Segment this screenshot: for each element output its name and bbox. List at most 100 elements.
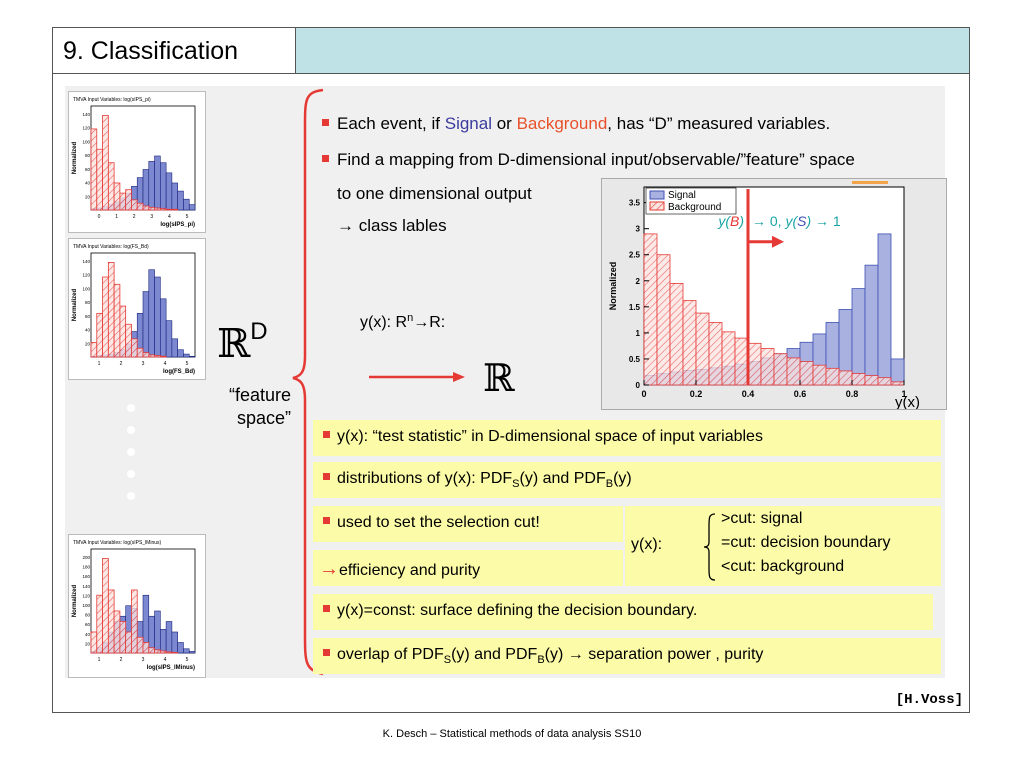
background-bar [669,282,684,386]
thumb-background-bar [90,128,98,211]
mapping-formula: y(x): Rn→R: [360,312,446,331]
thumb-background-bar [154,649,161,654]
thumb-signal-bar [188,204,196,211]
thumb-signal-bar [160,162,167,211]
thumb-background-bar [148,354,155,358]
cut-background: <cut: background [721,558,845,575]
box-cut-rules: y(x): >cut: signal =cut: decision bounda… [625,506,941,586]
thumb-x-tick-label: 4 [164,657,167,663]
thumb-background-bar [159,355,167,358]
thumb-background-bar [148,647,155,654]
thumb-background-bar [165,208,173,211]
thumb-histogram-3: TMVA Input Variables: log(sIPS_lMinus) lo… [68,534,206,678]
thumb-signal-bar [183,353,190,358]
title-bar-fill [296,28,969,74]
thumb-signal-bar [177,190,184,211]
thumb-signal-bar [183,198,190,211]
background-bar [773,353,788,386]
footer-credit: K. Desch – Statistical methods of data a… [382,728,642,740]
thumb-y-tick-label: 40 [85,328,91,333]
background-bar [747,342,762,386]
thumb-signal-bar [154,155,161,211]
thumb-y-tick-label: 140 [82,584,90,589]
thumb-x-tick-label: 2 [120,657,123,663]
corner-decoration [852,181,888,184]
y-tick-label: 2 [636,277,641,286]
ellipsis-dot [127,448,135,456]
thumb-background-bar [136,347,144,358]
y-tick-label: 0.5 [629,355,641,364]
thumb-x-tick-label: 5 [186,361,189,367]
signal-word: Signal [444,114,492,133]
thumb-background-bar [107,589,115,654]
thumb-background-bar [90,631,98,654]
thumb-signal-bar [165,621,173,654]
thumb-x-tick-label: 5 [186,657,189,663]
thumb-x-tick-label: 3 [150,214,153,220]
thumb-x-label: log(FS_Bd) [163,369,195,375]
annotation-yS: → 0, y(S) → 1 [752,213,841,229]
thumb-y-tick-label: 20 [85,641,91,646]
thumb-signal-bar [154,276,161,358]
rd-symbol: ℝD [217,318,268,367]
thumb-y-tick-label: 100 [82,286,90,291]
box-test-statistic: y(x): “test statistic” in D-dimensional … [313,420,941,456]
thumb-x-tick-label: 5 [186,214,189,220]
ellipsis-dot [127,404,135,412]
thumb-background-bar [131,338,138,358]
thumb-y-tick-label: 80 [85,613,91,618]
thumb-background-bar [125,631,132,654]
thumb-signal-bar [188,355,196,358]
thumb-background-bar [148,206,155,211]
thumb-x-tick-label: 3 [142,657,145,663]
thumb-x-tick-label: 0 [98,214,101,220]
thumb-signal-bar [148,269,155,358]
box-selection-cut: used to set the selection cut! [313,506,623,542]
thumb-y-tick-label: 100 [82,139,90,144]
thumb-background-bar [154,207,161,211]
thumb-x-tick-label: 4 [164,361,167,367]
thumb-background-bar [171,652,179,654]
y-tick-label: 3 [636,225,641,234]
thumb-y-tick-label: 100 [82,603,90,608]
thumb-title: TMVA Input Variables: log(FS_Bd) [73,244,149,250]
cut-boundary: =cut: decision boundary [721,534,891,551]
background-bar [682,300,697,386]
thumb-y-tick-label: 140 [82,259,90,264]
thumb-y-tick-label: 80 [85,153,91,158]
y-tick-label: 1.5 [629,303,641,312]
y-tick-label: 0 [636,381,641,390]
background-bar [838,370,853,386]
thumb-background-bar [113,182,121,211]
x-axis-label: y(x) [895,394,920,409]
annotation-yB: y(B) [717,213,744,229]
thumb-x-tick-label: 2 [133,214,136,220]
mapping-line-3: → class lables [337,216,447,235]
thumb-background-bar [96,312,103,358]
thumb-signal-bar [183,648,190,654]
thumb-y-tick-label: 60 [85,622,91,627]
ellipsis-dot [127,426,135,434]
thumb-title: TMVA Input Variables: log(sIPS_lMinus) [73,540,162,546]
mapping-line-2: to one dimensional output [337,184,532,203]
thumb-background-bar [171,208,179,211]
signal-bar [851,288,866,386]
x-tick-label: 0.4 [742,389,755,399]
box-distributions: distributions of y(x): PDFS(y) and PDFB(… [313,462,941,498]
x-tick-label: 0 [641,389,646,399]
thumb-y-label: Normalized [72,584,78,617]
thumb-background-bar [107,262,115,358]
thumb-background-bar [102,115,109,211]
thumb-background-bar [159,650,167,654]
background-bar [851,373,866,386]
y-tick-label: 1 [636,329,641,338]
signal-bar [890,358,905,386]
box-overlap: overlap of PDFS(y) and PDFB(y) → separat… [313,638,941,674]
thumb-y-tick-label: 40 [85,632,91,637]
background-bar [734,337,749,386]
thumb-background-bar [119,192,127,211]
thumb-background-bar [159,208,167,211]
thumb-background-bar [165,651,173,654]
thumb-signal-bar [171,338,178,358]
box-efficiency-purity: →efficiency and purity [313,550,623,586]
